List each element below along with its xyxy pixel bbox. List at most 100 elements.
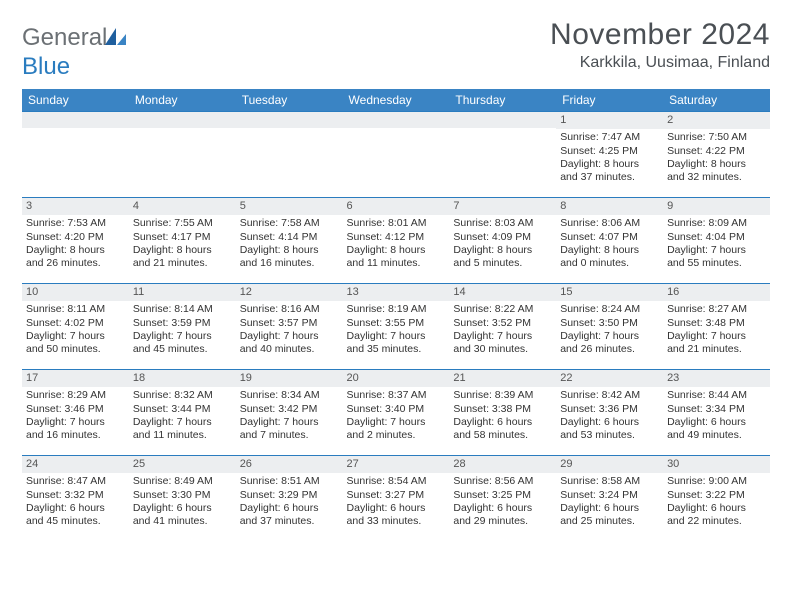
- day-number: 16: [663, 284, 770, 302]
- calendar-day-cell: 16Sunrise: 8:27 AMSunset: 3:48 PMDayligh…: [663, 283, 770, 369]
- day-details: Sunrise: 8:44 AMSunset: 3:34 PMDaylight:…: [667, 389, 766, 442]
- sunset-text: Sunset: 3:29 PM: [240, 489, 339, 502]
- day-number: 23: [663, 370, 770, 388]
- calendar-day-cell: 27Sunrise: 8:54 AMSunset: 3:27 PMDayligh…: [343, 455, 450, 541]
- sunset-text: Sunset: 3:57 PM: [240, 317, 339, 330]
- daylight-text: Daylight: 7 hours and 2 minutes.: [347, 416, 446, 442]
- sunrise-text: Sunrise: 8:11 AM: [26, 303, 125, 316]
- sunset-text: Sunset: 4:09 PM: [453, 231, 552, 244]
- day-details: Sunrise: 8:29 AMSunset: 3:46 PMDaylight:…: [26, 389, 125, 442]
- calendar-day-cell: 6Sunrise: 8:01 AMSunset: 4:12 PMDaylight…: [343, 197, 450, 283]
- day-details: Sunrise: 8:01 AMSunset: 4:12 PMDaylight:…: [347, 217, 446, 270]
- sunrise-text: Sunrise: 8:22 AM: [453, 303, 552, 316]
- sunset-text: Sunset: 4:04 PM: [667, 231, 766, 244]
- day-details: Sunrise: 8:27 AMSunset: 3:48 PMDaylight:…: [667, 303, 766, 356]
- day-number: 26: [236, 456, 343, 474]
- calendar-day-cell: 24Sunrise: 8:47 AMSunset: 3:32 PMDayligh…: [22, 455, 129, 541]
- sunrise-text: Sunrise: 8:14 AM: [133, 303, 232, 316]
- sunset-text: Sunset: 3:27 PM: [347, 489, 446, 502]
- daylight-text: Daylight: 7 hours and 45 minutes.: [133, 330, 232, 356]
- day-details: Sunrise: 7:50 AMSunset: 4:22 PMDaylight:…: [667, 131, 766, 184]
- sunrise-text: Sunrise: 8:19 AM: [347, 303, 446, 316]
- day-number: 24: [22, 456, 129, 474]
- sunrise-text: Sunrise: 8:51 AM: [240, 475, 339, 488]
- day-details: Sunrise: 7:55 AMSunset: 4:17 PMDaylight:…: [133, 217, 232, 270]
- sunrise-text: Sunrise: 8:37 AM: [347, 389, 446, 402]
- day-details: Sunrise: 8:06 AMSunset: 4:07 PMDaylight:…: [560, 217, 659, 270]
- day-details: Sunrise: 8:42 AMSunset: 3:36 PMDaylight:…: [560, 389, 659, 442]
- daylight-text: Daylight: 7 hours and 21 minutes.: [667, 330, 766, 356]
- calendar-day-cell: [449, 111, 556, 197]
- calendar-week-row: 10Sunrise: 8:11 AMSunset: 4:02 PM Dayligh…: [22, 283, 770, 369]
- day-details: Sunrise: 8:16 AMSunset: 3:57 PMDaylight:…: [240, 303, 339, 356]
- daylight-text: Daylight: 6 hours and 53 minutes.: [560, 416, 659, 442]
- calendar-table: SundayMondayTuesdayWednesdayThursdayFrid…: [22, 89, 770, 542]
- day-number: 22: [556, 370, 663, 388]
- day-number: 4: [129, 198, 236, 216]
- calendar-body: 1Sunrise: 7:47 AMSunset: 4:25 PMDaylight…: [22, 111, 770, 541]
- sunset-text: Sunset: 3:59 PM: [133, 317, 232, 330]
- day-number: 29: [556, 456, 663, 474]
- day-number: [343, 112, 450, 128]
- calendar-day-cell: 11Sunrise: 8:14 AMSunset: 3:59 PMDayligh…: [129, 283, 236, 369]
- sunset-text: Sunset: 4:17 PM: [133, 231, 232, 244]
- sunrise-text: Sunrise: 7:58 AM: [240, 217, 339, 230]
- sunrise-text: Sunrise: 8:09 AM: [667, 217, 766, 230]
- sunrise-text: Sunrise: 7:53 AM: [26, 217, 125, 230]
- day-details: Sunrise: 8:24 AMSunset: 3:50 PMDaylight:…: [560, 303, 659, 356]
- day-details: Sunrise: 8:54 AMSunset: 3:27 PMDaylight:…: [347, 475, 446, 528]
- sunrise-text: Sunrise: 9:00 AM: [667, 475, 766, 488]
- sunrise-text: Sunrise: 8:32 AM: [133, 389, 232, 402]
- day-details: Sunrise: 7:58 AMSunset: 4:14 PMDaylight:…: [240, 217, 339, 270]
- daylight-text: Daylight: 6 hours and 37 minutes.: [240, 502, 339, 528]
- sunrise-text: Sunrise: 8:56 AM: [453, 475, 552, 488]
- day-details: Sunrise: 8:47 AMSunset: 3:32 PMDaylight:…: [26, 475, 125, 528]
- day-number: 28: [449, 456, 556, 474]
- sunrise-text: Sunrise: 7:50 AM: [667, 131, 766, 144]
- sunset-text: Sunset: 3:38 PM: [453, 403, 552, 416]
- day-number: 27: [343, 456, 450, 474]
- sunset-text: Sunset: 4:12 PM: [347, 231, 446, 244]
- day-number: [22, 112, 129, 128]
- calendar-day-cell: 1Sunrise: 7:47 AMSunset: 4:25 PMDaylight…: [556, 111, 663, 197]
- day-number: 20: [343, 370, 450, 388]
- brand-text: General Blue: [22, 24, 127, 81]
- calendar-day-cell: 12Sunrise: 8:16 AMSunset: 3:57 PMDayligh…: [236, 283, 343, 369]
- sunrise-text: Sunrise: 8:44 AM: [667, 389, 766, 402]
- day-header: Wednesday: [343, 89, 450, 112]
- calendar-day-cell: 13Sunrise: 8:19 AMSunset: 3:55 PMDayligh…: [343, 283, 450, 369]
- day-details: Sunrise: 8:56 AMSunset: 3:25 PMDaylight:…: [453, 475, 552, 528]
- day-number: 1: [556, 112, 663, 130]
- calendar-day-cell: 23Sunrise: 8:44 AMSunset: 3:34 PMDayligh…: [663, 369, 770, 455]
- day-details: Sunrise: 8:58 AMSunset: 3:24 PMDaylight:…: [560, 475, 659, 528]
- day-number: 15: [556, 284, 663, 302]
- calendar-day-cell: [22, 111, 129, 197]
- calendar-day-cell: 7Sunrise: 8:03 AMSunset: 4:09 PMDaylight…: [449, 197, 556, 283]
- day-number: 10: [22, 284, 129, 302]
- sunrise-text: Sunrise: 8:42 AM: [560, 389, 659, 402]
- sunrise-text: Sunrise: 8:39 AM: [453, 389, 552, 402]
- calendar-day-cell: 28Sunrise: 8:56 AMSunset: 3:25 PMDayligh…: [449, 455, 556, 541]
- sunrise-text: Sunrise: 7:55 AM: [133, 217, 232, 230]
- sunset-text: Sunset: 3:22 PM: [667, 489, 766, 502]
- day-details: Sunrise: 8:32 AMSunset: 3:44 PMDaylight:…: [133, 389, 232, 442]
- day-details: Sunrise: 9:00 AMSunset: 3:22 PMDaylight:…: [667, 475, 766, 528]
- day-details: Sunrise: 8:37 AMSunset: 3:40 PMDaylight:…: [347, 389, 446, 442]
- daylight-text: Daylight: 6 hours and 49 minutes.: [667, 416, 766, 442]
- calendar-day-cell: 22Sunrise: 8:42 AMSunset: 3:36 PMDayligh…: [556, 369, 663, 455]
- day-number: 25: [129, 456, 236, 474]
- daylight-text: Daylight: 8 hours and 5 minutes.: [453, 244, 552, 270]
- day-details: Sunrise: 8:34 AMSunset: 3:42 PMDaylight:…: [240, 389, 339, 442]
- calendar-week-row: 1Sunrise: 7:47 AMSunset: 4:25 PMDaylight…: [22, 111, 770, 197]
- daylight-text: Daylight: 7 hours and 40 minutes.: [240, 330, 339, 356]
- daylight-text: Daylight: 6 hours and 29 minutes.: [453, 502, 552, 528]
- day-header: Tuesday: [236, 89, 343, 112]
- sunset-text: Sunset: 3:32 PM: [26, 489, 125, 502]
- day-number: 8: [556, 198, 663, 216]
- daylight-text: Daylight: 7 hours and 11 minutes.: [133, 416, 232, 442]
- calendar-day-cell: 21Sunrise: 8:39 AMSunset: 3:38 PMDayligh…: [449, 369, 556, 455]
- daylight-text: Daylight: 7 hours and 35 minutes.: [347, 330, 446, 356]
- calendar-day-cell: 17Sunrise: 8:29 AMSunset: 3:46 PMDayligh…: [22, 369, 129, 455]
- sunset-text: Sunset: 4:02 PM: [26, 317, 125, 330]
- calendar-week-row: 24Sunrise: 8:47 AMSunset: 3:32 PMDayligh…: [22, 455, 770, 541]
